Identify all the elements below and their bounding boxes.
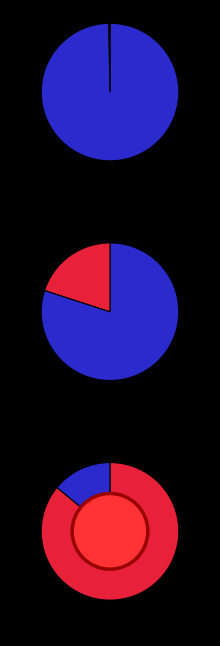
Wedge shape [45, 243, 110, 311]
Wedge shape [41, 463, 179, 600]
Wedge shape [41, 23, 179, 161]
Wedge shape [41, 243, 179, 380]
Wedge shape [57, 463, 110, 531]
Circle shape [72, 494, 148, 569]
Wedge shape [109, 23, 110, 92]
